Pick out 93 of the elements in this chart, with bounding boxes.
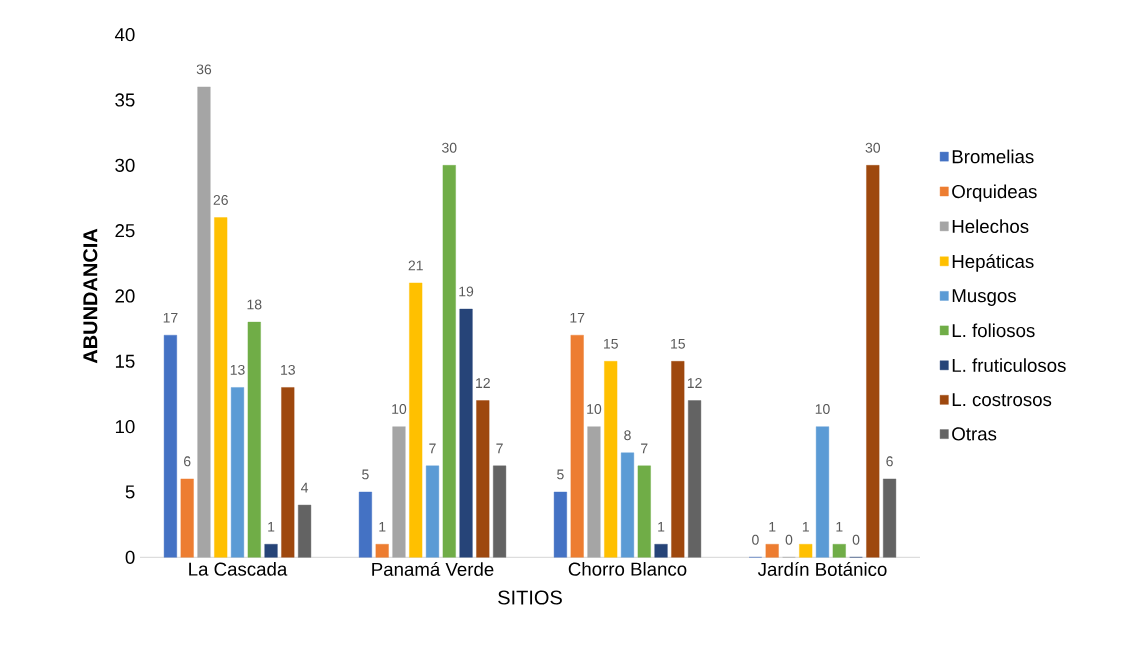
data-label: 10	[392, 404, 407, 415]
bar	[620, 452, 635, 558]
bar	[671, 361, 685, 558]
data-label: 30	[865, 142, 881, 153]
bar	[180, 478, 194, 558]
bar	[604, 361, 618, 558]
y-tick-label: 20	[115, 289, 135, 303]
bar	[765, 544, 779, 558]
data-label: 7	[429, 443, 436, 454]
data-label: 12	[687, 378, 702, 388]
bar	[298, 504, 312, 558]
data-label: 15	[671, 338, 685, 349]
y-tick-label: 5	[125, 485, 135, 499]
y-tick-label: 35	[115, 93, 135, 107]
data-label: 5	[362, 469, 369, 480]
bar	[425, 465, 440, 558]
data-label: 17	[570, 312, 585, 323]
data-label: 36	[196, 64, 212, 75]
bar	[476, 400, 490, 558]
bar	[459, 308, 473, 558]
data-label: 6	[886, 456, 893, 467]
data-label: 1	[769, 521, 776, 532]
data-label: 13	[281, 364, 295, 375]
x-tick-label: Chorro Blanco	[568, 562, 687, 576]
bar	[654, 544, 668, 558]
legend-label: Hepáticas	[952, 254, 1034, 272]
data-label: 12	[476, 378, 490, 388]
x-tick-label: Panamá Verde	[372, 562, 494, 576]
y-tick-label: 40	[114, 28, 135, 42]
legend-label: L. costrosos	[952, 393, 1052, 407]
data-label: 0	[752, 534, 759, 545]
bar	[799, 544, 813, 558]
data-label: 1	[379, 521, 386, 532]
bar	[883, 478, 897, 558]
bar	[163, 334, 177, 558]
data-label: 6	[184, 456, 191, 467]
legend-label: Orquideas	[952, 184, 1037, 202]
bar	[570, 334, 584, 558]
data-label: 17	[163, 312, 178, 323]
data-label: 1	[658, 521, 665, 532]
data-label: 8	[624, 430, 631, 441]
bar	[832, 544, 846, 558]
data-label: 30	[442, 142, 457, 153]
y-tick-label: 25	[115, 224, 135, 238]
data-label: 0	[785, 534, 793, 545]
data-label: 7	[641, 443, 648, 454]
bar	[230, 387, 245, 558]
data-label: 21	[408, 260, 423, 271]
legend-label: Otras	[952, 427, 997, 441]
bar	[866, 165, 880, 558]
data-label: 4	[301, 482, 309, 493]
bar	[281, 387, 295, 558]
bar	[375, 544, 389, 558]
x-tick-label: Jardín Botánico	[757, 562, 887, 576]
bar	[442, 165, 456, 558]
data-label: 1	[802, 521, 809, 532]
legend-label: Helechos	[952, 219, 1029, 234]
bar	[637, 465, 651, 558]
bar	[247, 321, 261, 558]
bar	[264, 544, 278, 558]
x-tick-label: La Cascada	[189, 562, 288, 576]
y-tick-label: 0	[125, 550, 135, 564]
bar	[214, 217, 228, 558]
bar	[587, 426, 601, 558]
bar	[688, 400, 702, 558]
legend-label: Musgos	[952, 289, 1016, 306]
data-label: 15	[604, 338, 618, 349]
data-label: 1	[836, 521, 843, 532]
data-label: 26	[213, 195, 228, 205]
data-label: 10	[587, 404, 602, 415]
data-label: 5	[557, 469, 564, 480]
legend-label: L. foliosos	[952, 323, 1035, 338]
data-label: 18	[247, 299, 262, 310]
bar	[358, 491, 372, 558]
bar	[493, 465, 507, 558]
bar	[815, 426, 830, 558]
bar	[409, 282, 423, 558]
data-label: 7	[496, 443, 503, 454]
x-axis-title: SITIOS	[498, 590, 562, 605]
bar	[197, 86, 211, 558]
data-label: 13	[230, 364, 245, 375]
legend-label: Bromelias	[952, 149, 1034, 164]
bar	[553, 491, 567, 558]
data-label: 1	[268, 521, 275, 532]
y-tick-label: 15	[115, 354, 135, 368]
legend-label: L. fruticulosos	[952, 358, 1066, 373]
data-label: 0	[852, 534, 860, 545]
y-tick-label: 30	[115, 158, 135, 172]
y-tick-label: 10	[115, 420, 135, 434]
bar	[392, 426, 406, 558]
y-axis-title: ABUNDANCIA	[83, 228, 98, 364]
data-label: 10	[815, 404, 830, 415]
data-label: 19	[459, 286, 474, 297]
